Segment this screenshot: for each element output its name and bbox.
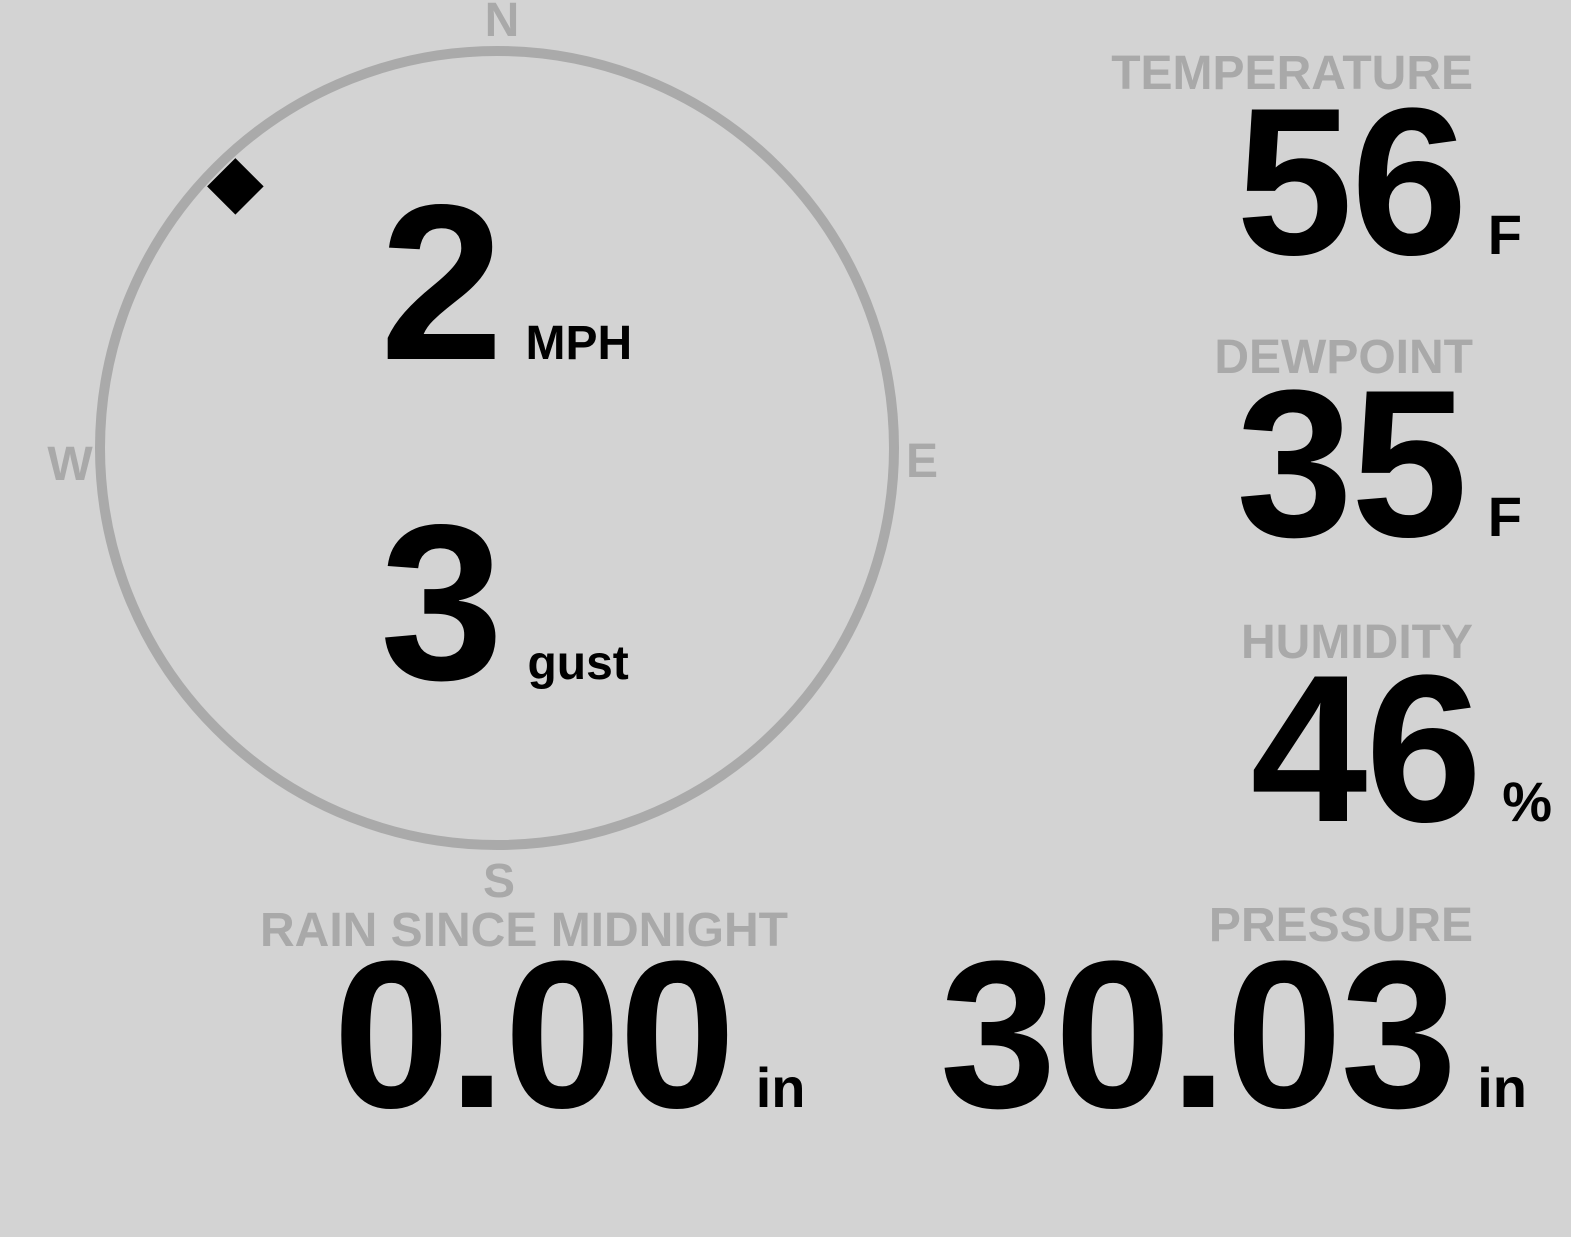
pressure-unit: in (1477, 1056, 1527, 1119)
dewpoint-label: DEWPOINT (1214, 331, 1473, 384)
temperature-reading: 56 F (1236, 77, 1522, 287)
compass-north: N (484, 0, 520, 47)
dewpoint-reading: 35 F (1236, 359, 1522, 569)
temperature-unit: F (1487, 203, 1522, 266)
temperature-label: TEMPERATURE (1111, 47, 1473, 100)
temperature-value: 56 (1236, 64, 1468, 299)
rain-value: 0.00 (333, 917, 736, 1152)
wind-gust-label: gust (527, 637, 629, 690)
compass-ring (95, 46, 899, 850)
wind-speed-unit: MPH (525, 317, 633, 370)
rain-reading: 0.00 in (333, 930, 806, 1140)
wind-speed-value: 2 (380, 159, 504, 407)
humidity-label: HUMIDITY (1241, 616, 1473, 669)
dewpoint-value: 35 (1236, 346, 1468, 581)
compass-south: S (482, 855, 516, 908)
pressure-value: 30.03 (939, 917, 1458, 1152)
pressure-reading: 30.03 in (940, 930, 1527, 1140)
dewpoint-unit: F (1487, 485, 1522, 548)
rain-unit: in (755, 1056, 806, 1119)
wind-speed: 2 MPH (380, 172, 632, 394)
humidity-unit: % (1502, 770, 1552, 833)
wind-gust-value: 3 (380, 479, 504, 727)
pressure-label: PRESSURE (1208, 899, 1473, 952)
compass-west: W (47, 438, 93, 491)
wind-gust: 3 gust (380, 492, 629, 714)
rain-label: RAIN SINCE MIDNIGHT (260, 904, 788, 957)
compass-east: E (905, 435, 939, 488)
humidity-value: 46 (1250, 631, 1483, 866)
wind-direction-marker (207, 158, 264, 215)
humidity-reading: 46 % (1251, 644, 1552, 854)
